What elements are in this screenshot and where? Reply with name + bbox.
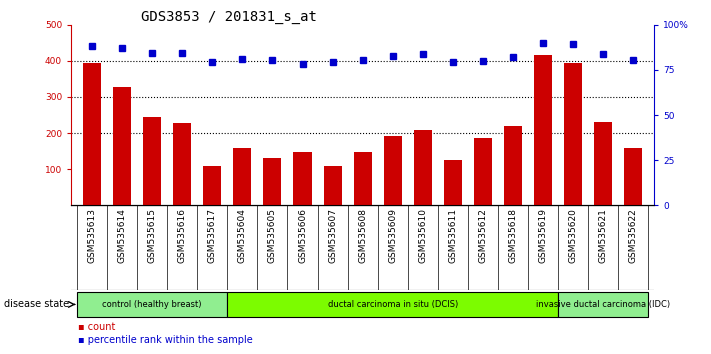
Bar (504, 126, 522, 205)
Text: GSM535607: GSM535607 (328, 208, 337, 263)
Bar (444, 160, 461, 205)
Text: GSM535620: GSM535620 (569, 208, 577, 263)
Text: ▪ count: ▪ count (78, 322, 116, 332)
Text: invasive ductal carcinoma (IDC): invasive ductal carcinoma (IDC) (536, 300, 670, 309)
Bar (564, 63, 582, 205)
Text: GSM535613: GSM535613 (87, 208, 97, 263)
Bar (264, 158, 282, 205)
Text: GSM535614: GSM535614 (118, 208, 127, 263)
Bar (353, 152, 372, 205)
Bar (233, 148, 252, 205)
Text: GSM535621: GSM535621 (599, 208, 607, 263)
Text: GSM535606: GSM535606 (298, 208, 307, 263)
FancyBboxPatch shape (558, 292, 648, 317)
FancyBboxPatch shape (228, 292, 558, 317)
Text: GSM535612: GSM535612 (479, 208, 487, 263)
Text: disease state: disease state (4, 299, 69, 309)
Text: GSM535622: GSM535622 (629, 208, 638, 263)
Bar (83, 63, 101, 205)
Bar (384, 136, 402, 205)
Text: GSM535605: GSM535605 (268, 208, 277, 263)
Text: control (healthy breast): control (healthy breast) (102, 300, 202, 309)
Text: GSM535619: GSM535619 (538, 208, 547, 263)
Bar (474, 138, 492, 205)
Bar (294, 152, 311, 205)
Text: ▪ percentile rank within the sample: ▪ percentile rank within the sample (78, 335, 253, 345)
Text: GSM535618: GSM535618 (508, 208, 518, 263)
Text: GSM535604: GSM535604 (238, 208, 247, 263)
Text: GSM535608: GSM535608 (358, 208, 367, 263)
Text: GSM535615: GSM535615 (148, 208, 156, 263)
Text: GSM535617: GSM535617 (208, 208, 217, 263)
Bar (324, 166, 341, 205)
Text: GDS3853 / 201831_s_at: GDS3853 / 201831_s_at (141, 10, 317, 24)
Bar (173, 123, 191, 205)
Text: GSM535609: GSM535609 (388, 208, 397, 263)
FancyBboxPatch shape (77, 292, 228, 317)
Text: GSM535610: GSM535610 (418, 208, 427, 263)
Bar (203, 166, 221, 205)
Bar (594, 122, 612, 205)
Text: ductal carcinoma in situ (DCIS): ductal carcinoma in situ (DCIS) (328, 300, 458, 309)
Text: GSM535616: GSM535616 (178, 208, 187, 263)
Bar (414, 130, 432, 205)
Bar (113, 87, 132, 205)
Bar (624, 148, 642, 205)
Bar (143, 117, 161, 205)
Bar (534, 56, 552, 205)
Text: GSM535611: GSM535611 (448, 208, 457, 263)
